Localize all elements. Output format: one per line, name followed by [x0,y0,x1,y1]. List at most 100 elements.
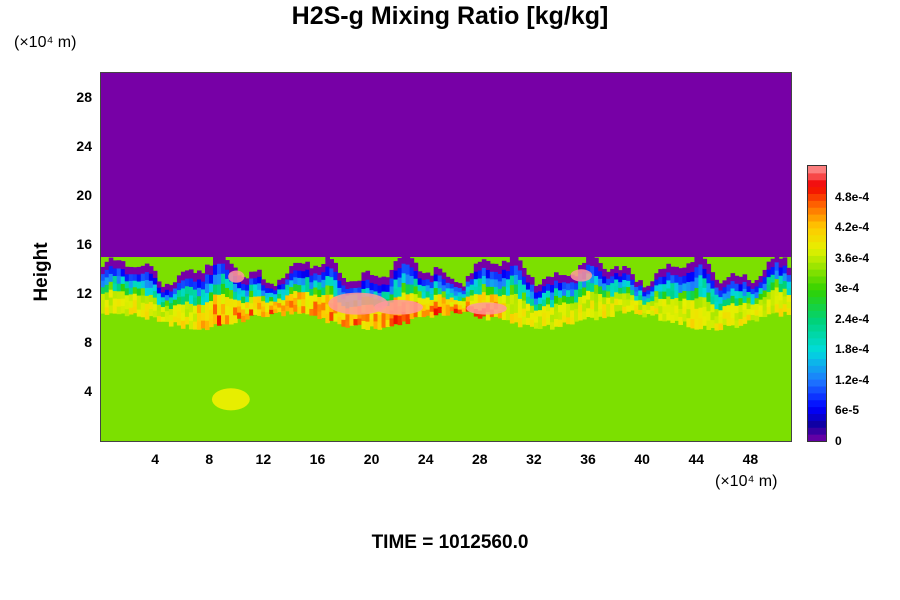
field-cell [249,284,254,291]
field-cell [770,274,776,283]
field-cell [449,278,455,284]
field-cell [570,302,575,311]
field-cell [730,273,736,282]
colorbar-segment [808,420,826,428]
field-cell [293,304,298,312]
field-cell [550,314,555,323]
field-cell [694,287,700,299]
field-cell [738,311,744,319]
field-cell [762,289,768,298]
field-cell [477,269,483,279]
field-cell [614,278,619,286]
field-cell [578,312,583,321]
field-cell [774,253,780,263]
field-cell [108,296,114,306]
field-cell [389,293,395,303]
field-cell [441,296,447,304]
field-cell [517,298,523,309]
field-cell [205,283,210,294]
field-cell [301,291,306,300]
field-cell [385,291,391,299]
field-cell [754,297,760,304]
field-cell [325,265,330,277]
field-cell [622,292,627,301]
field-cell [742,288,748,296]
field-cell [168,302,174,310]
field-cell [646,293,651,299]
colorbar-segment [808,186,826,194]
field-cell [702,315,708,326]
field-cell [128,273,134,281]
x-tick-label: 20 [363,451,380,467]
field-cell [401,311,407,322]
field-cell [261,305,266,312]
field-cell [638,285,643,291]
field-cell [582,294,587,304]
field-cell [112,267,118,277]
field-cell [164,283,170,290]
field-cell [401,253,407,264]
field-cell [301,277,306,286]
field-cell [116,298,122,307]
field-cell [373,275,379,284]
field-cell [313,279,318,288]
field-cell [730,280,736,289]
field-cell [722,311,728,319]
field-cell [710,272,716,281]
field-cell [610,302,615,311]
field-cell [337,280,342,288]
field-cell [421,297,427,305]
field-cell [558,282,563,291]
field-cell [188,277,194,287]
field-cell [164,299,170,306]
field-cell [373,283,379,292]
field-cell [690,262,696,273]
field-cell [229,289,234,299]
field-cell [686,281,692,292]
field-cell [409,266,415,277]
field-cell [598,278,603,287]
field-cell [509,294,515,305]
field-cell [180,320,186,329]
field-cell [144,287,150,296]
field-cell [778,283,784,293]
field-cell [237,305,242,313]
field-cell [778,291,784,301]
colorbar-segment [808,248,826,256]
field-cell [533,285,539,293]
x-tick-label: 16 [309,451,326,467]
field-cell [265,297,270,303]
field-cell [690,280,696,291]
field-cell [461,286,467,291]
field-cell [417,290,423,298]
field-cell [213,313,218,325]
field-cell [172,310,178,317]
field-cell [489,278,495,287]
field-cell [469,278,475,285]
field-cell [104,291,110,300]
field-cell [192,273,198,282]
field-cell [124,273,130,282]
field-cell [698,285,704,297]
field-cell [718,283,724,291]
field-cell [437,299,443,307]
field-cell [594,275,599,285]
field-cell [245,313,250,320]
field-cell [172,293,178,300]
field-cell [273,304,278,310]
field-cell [666,311,671,321]
field-cell [192,281,198,290]
field-cell [786,307,791,315]
field-cell [213,254,218,265]
field-cell [317,281,322,290]
field-cell [786,274,791,282]
field-cell [365,279,371,289]
field-cell [313,286,318,295]
field-cell [321,286,326,296]
field-cell [578,296,583,305]
field-cell [397,277,403,288]
field-cell [321,294,326,303]
field-cell [160,311,166,317]
field-cell [249,290,254,298]
field-cell [297,284,302,293]
